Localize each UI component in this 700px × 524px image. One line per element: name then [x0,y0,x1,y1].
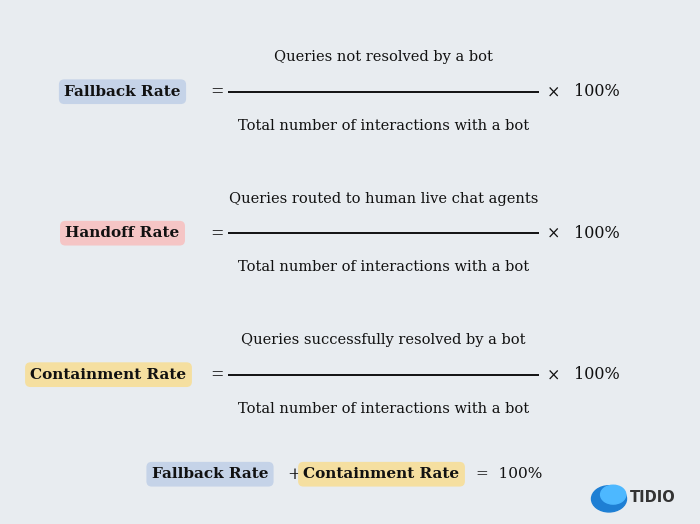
Text: 100%: 100% [574,225,620,242]
Text: Containment Rate: Containment Rate [30,368,187,381]
Text: ×: × [546,366,560,383]
Text: Fallback Rate: Fallback Rate [64,85,181,99]
Text: Total number of interactions with a bot: Total number of interactions with a bot [238,119,528,133]
Text: Total number of interactions with a bot: Total number of interactions with a bot [238,260,528,275]
Text: 100%: 100% [574,366,620,383]
Text: Containment Rate: Containment Rate [303,467,460,481]
Text: ×: × [546,83,560,100]
Text: 100%: 100% [574,83,620,100]
Text: Queries routed to human live chat agents: Queries routed to human live chat agents [229,192,538,206]
Circle shape [592,486,626,512]
Text: Queries not resolved by a bot: Queries not resolved by a bot [274,50,493,64]
Text: ×: × [546,225,560,242]
Text: =: = [210,83,224,100]
Text: Queries successfully resolved by a bot: Queries successfully resolved by a bot [241,333,526,347]
Circle shape [601,485,626,504]
Text: =: = [210,366,224,383]
Text: Total number of interactions with a bot: Total number of interactions with a bot [238,402,528,416]
Text: =  100%: = 100% [476,467,542,481]
Text: =: = [210,225,224,242]
Text: TIDIO: TIDIO [630,490,676,505]
Circle shape [608,488,622,499]
Text: Fallback Rate: Fallback Rate [152,467,268,481]
Text: +: + [287,466,301,483]
Text: Handoff Rate: Handoff Rate [65,226,180,240]
